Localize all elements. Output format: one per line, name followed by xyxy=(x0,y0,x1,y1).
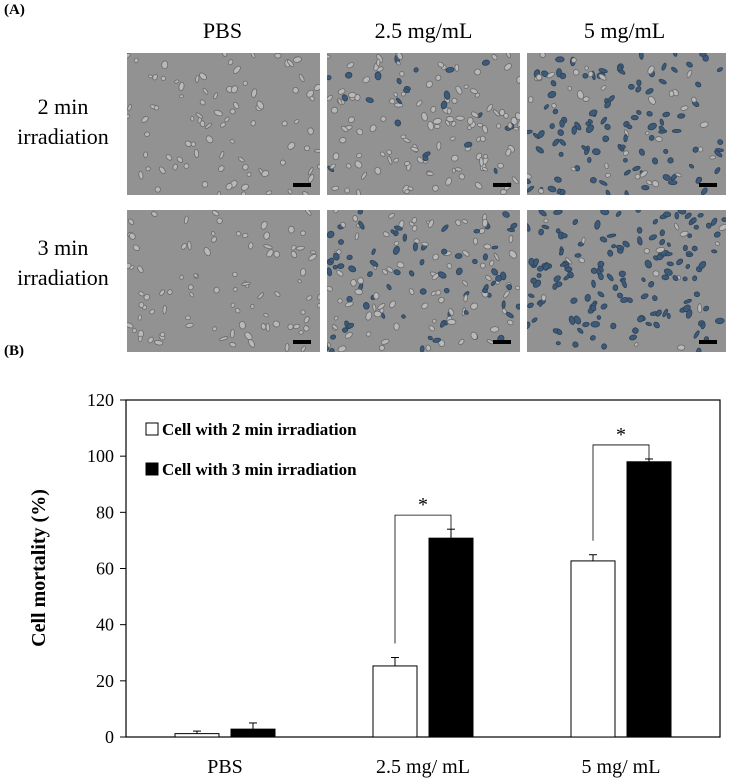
bar xyxy=(372,665,418,738)
row-label-2min-line2: irradiation xyxy=(17,124,109,149)
micrograph-2min-2-5 xyxy=(327,53,520,195)
scale-bar xyxy=(293,183,311,187)
significance-bracket xyxy=(592,444,650,541)
scale-bar xyxy=(293,340,311,344)
y-tick-label: 80 xyxy=(96,502,114,522)
scale-bar xyxy=(699,340,717,344)
micrograph-2min-pbs xyxy=(127,53,320,195)
y-tick-label: 40 xyxy=(96,615,114,635)
micrograph-3min-pbs xyxy=(127,210,320,352)
mortality-bar-chart: Cell mortality (%) 0 20 40 60 80 100 120 PBS 2.… xyxy=(28,390,721,778)
panel-b-label: (B) xyxy=(4,343,24,359)
bar xyxy=(626,461,672,738)
row-label-3min-line2: irradiation xyxy=(17,265,109,290)
micrograph-3min-5 xyxy=(527,210,726,352)
significance-label: * xyxy=(418,494,428,516)
bar xyxy=(230,728,276,738)
y-tick-label: 120 xyxy=(87,390,114,410)
column-label-5: 5 mg/mL xyxy=(583,18,666,43)
legend-swatch-2min xyxy=(145,422,159,436)
significance-bracket xyxy=(394,514,452,644)
y-tick-label: 0 xyxy=(105,727,114,747)
row-label-2min-line1: 2 min xyxy=(37,94,89,119)
x-tick-label: PBS xyxy=(207,756,243,778)
row-label-3min-line1: 3 min xyxy=(37,235,89,260)
x-tick-label: 5 mg/ mL xyxy=(582,756,661,778)
x-axis: PBS 2.5 mg/ mL 5 mg/ mL xyxy=(207,756,660,778)
legend: Cell with 2 min irradiation Cell with 3 … xyxy=(145,420,357,479)
column-label-pbs: PBS xyxy=(202,18,243,43)
legend-label-3min: Cell with 3 min irradiation xyxy=(162,460,357,479)
bars xyxy=(174,458,672,738)
row-label-3min: 3 min irradiation xyxy=(2,233,124,293)
y-axis-label: Cell mortality (%) xyxy=(28,489,50,647)
scale-bar xyxy=(493,183,511,187)
row-label-2min: 2 min irradiation xyxy=(2,92,124,152)
micrograph-3min-2-5 xyxy=(327,210,520,352)
column-label-2-5: 2.5 mg/mL xyxy=(374,18,473,43)
scale-bar xyxy=(699,183,717,187)
legend-label-2min: Cell with 2 min irradiation xyxy=(162,420,357,439)
x-tick-label: 2.5 mg/ mL xyxy=(376,756,470,778)
significance-label: * xyxy=(616,424,626,446)
y-tick-label: 60 xyxy=(96,559,114,579)
bar xyxy=(570,560,616,738)
micrograph-2min-5 xyxy=(527,53,726,195)
bar xyxy=(174,733,220,738)
bar xyxy=(428,537,474,738)
y-tick-label: 100 xyxy=(87,446,114,466)
legend-swatch-3min xyxy=(145,462,159,476)
scale-bar xyxy=(493,340,511,344)
significance-brackets: ** xyxy=(394,424,650,644)
panel-a-label: (A) xyxy=(4,2,25,18)
y-axis: 0 20 40 60 80 100 120 xyxy=(87,390,126,747)
y-tick-label: 20 xyxy=(96,671,114,691)
